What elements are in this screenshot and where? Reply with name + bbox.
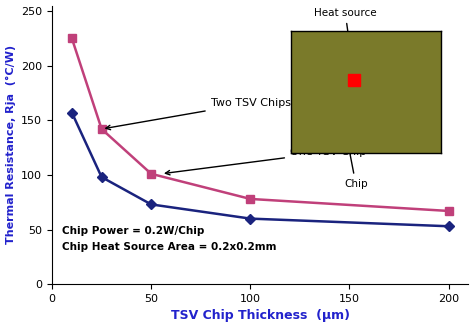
Text: Chip Heat Source Area = 0.2x0.2mm: Chip Heat Source Area = 0.2x0.2mm xyxy=(62,242,276,252)
Text: Chip: Chip xyxy=(344,127,367,189)
Text: Chip Power = 0.2W/Chip: Chip Power = 0.2W/Chip xyxy=(62,226,204,236)
Y-axis label: Thermal Resistance, Rja  (°C/W): Thermal Resistance, Rja (°C/W) xyxy=(6,45,16,244)
Text: Heat source: Heat source xyxy=(314,8,376,75)
Text: Two TSV Chips: Two TSV Chips xyxy=(106,98,291,130)
Text: One TSV Chip: One TSV Chip xyxy=(165,147,366,175)
X-axis label: TSV Chip Thickness  (μm): TSV Chip Thickness (μm) xyxy=(171,309,350,322)
